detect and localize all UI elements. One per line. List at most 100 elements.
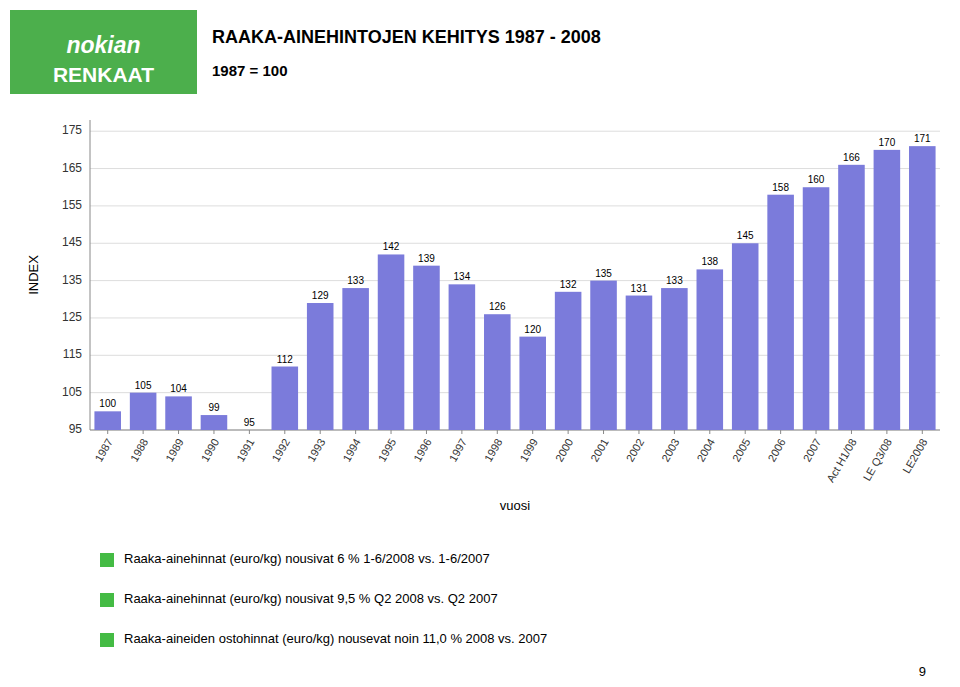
data-label: 129	[312, 290, 329, 301]
x-tick-label: 2007	[801, 436, 824, 463]
x-tick-label: 1994	[340, 436, 363, 463]
y-axis-title: INDEX	[26, 255, 41, 295]
bar	[626, 296, 653, 430]
x-tick-label: 2005	[730, 436, 753, 463]
x-tick	[709, 430, 710, 434]
x-tick	[603, 430, 604, 434]
x-axis-title: vuosi	[500, 498, 530, 513]
bar	[838, 165, 865, 430]
x-tick-label: 1987	[92, 436, 115, 463]
data-label: 135	[595, 268, 612, 279]
data-label: 120	[524, 324, 541, 335]
bar	[590, 281, 617, 430]
x-tick	[178, 430, 179, 434]
bar	[449, 284, 476, 430]
data-label: 99	[208, 402, 220, 413]
x-tick	[249, 430, 250, 434]
data-label: 133	[347, 275, 364, 286]
data-label: 139	[418, 253, 435, 264]
data-label: 158	[772, 182, 789, 193]
x-tick	[816, 430, 817, 434]
data-label: 171	[914, 133, 931, 144]
x-tick	[497, 430, 498, 434]
data-label: 104	[170, 383, 187, 394]
data-label: 142	[383, 241, 400, 252]
y-tick-label: 105	[62, 385, 82, 399]
data-label: 133	[666, 275, 683, 286]
data-label: 112	[277, 354, 293, 365]
x-tick-label: 2001	[588, 436, 611, 463]
x-tick-label: 2004	[694, 436, 717, 463]
bar	[130, 393, 157, 430]
bar	[661, 288, 688, 430]
data-label: 132	[560, 279, 577, 290]
x-tick	[780, 430, 781, 434]
x-tick-label: LE Q3/08	[860, 436, 894, 482]
y-tick-label: 155	[62, 198, 82, 212]
y-tick-label: 95	[69, 422, 83, 436]
note-marker	[100, 593, 114, 607]
data-label: 131	[631, 283, 648, 294]
x-tick-label: 1993	[305, 436, 328, 463]
bar	[767, 195, 794, 430]
x-tick	[461, 430, 462, 434]
note-marker	[100, 553, 114, 567]
bar	[201, 415, 228, 430]
bar	[484, 314, 511, 430]
x-tick-label: 1999	[517, 436, 540, 463]
bar	[803, 187, 830, 430]
x-tick	[320, 430, 321, 434]
grid-line	[90, 131, 940, 132]
x-tick-label: 2006	[765, 436, 788, 463]
bar	[272, 367, 299, 430]
grid-line	[90, 168, 940, 169]
x-tick-label: 1989	[163, 436, 186, 463]
bar	[555, 292, 582, 430]
x-tick	[426, 430, 427, 434]
x-tick-label: 1998	[482, 436, 505, 463]
x-tick	[213, 430, 214, 434]
bar	[413, 266, 440, 430]
y-tick-label: 135	[62, 273, 82, 287]
bar	[94, 411, 121, 430]
bar	[342, 288, 369, 430]
x-tick	[284, 430, 285, 434]
bar	[697, 269, 724, 430]
bar	[165, 396, 192, 430]
note-marker	[100, 633, 114, 647]
bar	[378, 254, 405, 430]
x-tick-label: 1990	[199, 436, 222, 463]
y-tick-label: 165	[62, 161, 82, 175]
x-tick-label: 2003	[659, 436, 682, 463]
y-tick-label: 175	[62, 123, 82, 137]
x-tick	[391, 430, 392, 434]
x-tick-label: 1988	[128, 436, 151, 463]
bar	[236, 430, 263, 431]
title: RAAKA-AINEHINTOJEN KEHITYS 1987 - 2008	[212, 27, 601, 47]
x-tick-label: 2000	[553, 436, 576, 463]
x-tick	[745, 430, 746, 434]
x-tick-label: 1991	[234, 436, 257, 463]
bar	[909, 146, 936, 430]
data-label: 166	[843, 152, 860, 163]
notes: Raaka-ainehinnat (euro/kg) nousivat 6 % …	[100, 551, 547, 647]
x-tick-label: 1995	[376, 436, 399, 463]
x-tick-label: 1996	[411, 436, 434, 463]
bar	[874, 150, 901, 430]
x-tick-label: 1997	[446, 436, 469, 463]
data-label: 100	[99, 398, 116, 409]
y-tick-label: 125	[62, 310, 82, 324]
y-axis-line	[90, 120, 91, 430]
x-tick-label: Act H1/08	[824, 436, 859, 484]
chart: nokianRENKAAT RAAKA-AINEHINTOJEN KEHITYS …	[0, 0, 960, 687]
x-tick	[355, 430, 356, 434]
data-label: 138	[701, 256, 718, 267]
page-number: 9	[919, 664, 926, 679]
data-label: 145	[737, 230, 754, 241]
x-tick-label: 1992	[269, 436, 292, 463]
y-tick-label: 145	[62, 235, 82, 249]
x-tick	[143, 430, 144, 434]
subtitle: 1987 = 100	[212, 62, 288, 79]
logo: nokianRENKAAT	[10, 10, 197, 94]
logo-box	[10, 10, 197, 94]
